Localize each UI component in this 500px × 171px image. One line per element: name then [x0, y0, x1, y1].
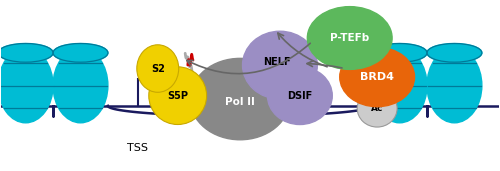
Text: S2: S2: [151, 64, 164, 74]
Text: BRD4: BRD4: [360, 72, 394, 82]
Ellipse shape: [0, 48, 53, 123]
Ellipse shape: [53, 48, 108, 123]
Ellipse shape: [0, 44, 53, 62]
Text: DSIF: DSIF: [287, 91, 312, 101]
Text: P-TEFb: P-TEFb: [330, 33, 370, 43]
Text: NELF: NELF: [264, 57, 291, 67]
Ellipse shape: [340, 47, 414, 107]
Text: TSS: TSS: [128, 143, 148, 153]
Ellipse shape: [427, 44, 482, 62]
Ellipse shape: [190, 58, 290, 140]
Ellipse shape: [357, 90, 397, 127]
Ellipse shape: [268, 67, 332, 124]
Text: Pol II: Pol II: [225, 97, 255, 107]
Text: S5P: S5P: [167, 91, 188, 101]
Ellipse shape: [242, 31, 318, 99]
Ellipse shape: [308, 7, 392, 69]
Ellipse shape: [372, 44, 427, 62]
Ellipse shape: [137, 45, 178, 92]
Ellipse shape: [427, 48, 482, 123]
Ellipse shape: [149, 67, 206, 124]
Ellipse shape: [53, 44, 108, 62]
Text: Ac: Ac: [371, 104, 384, 113]
Ellipse shape: [372, 48, 427, 123]
